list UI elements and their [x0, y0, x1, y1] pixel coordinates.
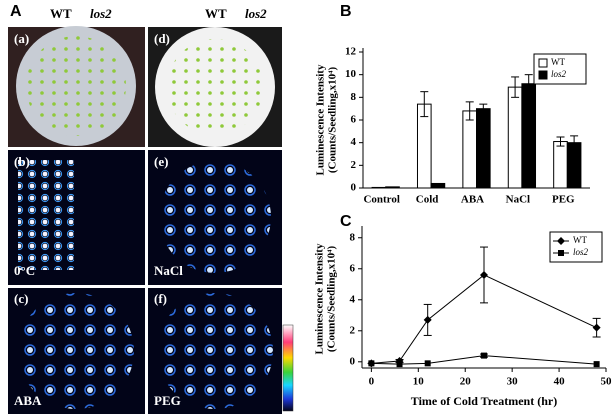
seedlings	[167, 39, 263, 135]
photo-label: (a)	[14, 31, 29, 46]
bar	[462, 110, 478, 189]
photo-condition: ABA	[14, 393, 42, 408]
column-header: WT	[50, 6, 72, 21]
x-axis-label: Time of Cold Treatment (hr)	[411, 394, 557, 408]
photo-label: (f)	[154, 291, 167, 306]
y-tick-label: 12	[345, 46, 357, 58]
column-header: los2	[245, 6, 267, 21]
photo-condition: PEG	[154, 393, 181, 408]
y-tick-label: 6	[350, 262, 356, 274]
y-tick-label: 4	[350, 293, 356, 305]
marker	[424, 360, 431, 367]
y-tick-label: 0	[351, 182, 357, 194]
y-tick-label: 6	[351, 114, 357, 126]
photo-label: (d)	[154, 31, 170, 46]
y-tick-label: 4	[351, 136, 357, 148]
bar	[553, 141, 568, 189]
legend-label: WT	[551, 57, 565, 67]
bar	[430, 182, 446, 189]
luminescence	[157, 293, 273, 409]
x-tick-label: ABA	[461, 194, 484, 206]
y-axis-label: Luminescence Intensity	[314, 243, 326, 354]
bar	[507, 86, 523, 189]
column-header: WT	[205, 6, 227, 21]
y-tick-label: 0	[350, 355, 356, 367]
y-tick-label: 10	[345, 68, 357, 80]
luminescence	[18, 293, 134, 409]
marker	[423, 315, 432, 324]
legend-swatch	[538, 70, 548, 80]
marker	[481, 352, 487, 359]
photo-grid: (a) (d) (b) 0°C (e) NaCl (c) ABA (f) PEG	[8, 26, 282, 414]
marker	[480, 270, 488, 279]
legend-label: los2	[573, 247, 589, 257]
bar	[476, 108, 491, 189]
marker	[593, 361, 600, 368]
legend-label: WT	[573, 235, 587, 245]
bar	[385, 186, 400, 189]
x-tick-label: NaCl	[506, 194, 530, 206]
y-axis-label: Luminescence Intensity	[315, 64, 327, 175]
luminescence	[159, 161, 271, 273]
y-tick-label: 2	[350, 324, 356, 336]
panel-label: C	[340, 213, 352, 230]
seedlings	[26, 36, 126, 136]
marker	[368, 360, 375, 367]
y-tick-label: 2	[351, 159, 357, 171]
x-tick-label: 0	[369, 376, 375, 388]
legend	[549, 231, 603, 263]
panel-label: B	[340, 3, 352, 20]
x-tick-label: PEG	[552, 194, 575, 206]
legend-marker	[558, 250, 564, 256]
x-tick-label: 50	[601, 376, 613, 388]
bar	[371, 186, 387, 189]
bar	[521, 83, 537, 189]
x-tick-label: 40	[554, 376, 566, 388]
y-tick-label: 8	[350, 231, 356, 243]
y-axis-label: (Counts/Seedling,x10⁴)	[326, 246, 338, 353]
marker	[592, 323, 601, 332]
photo-condition: 0°C	[14, 263, 35, 278]
luminescence	[18, 160, 74, 270]
color-scale	[282, 324, 294, 412]
marker	[396, 361, 403, 368]
column-header: los2	[90, 6, 112, 21]
x-tick-label: 30	[507, 376, 519, 388]
photo-label: (b)	[14, 154, 30, 169]
photo-condition: NaCl	[154, 263, 183, 278]
legend-label: los2	[551, 69, 567, 79]
photo-label: (e)	[154, 154, 168, 169]
x-tick-label: 20	[460, 376, 472, 388]
y-tick-label: 8	[351, 91, 357, 103]
x-tick-label: Control	[363, 194, 399, 206]
y-axis-label: (Counts/Seedling,x10⁴)	[327, 67, 339, 174]
legend-swatch	[538, 58, 548, 68]
x-tick-label: 10	[413, 376, 425, 388]
panel-label: A	[10, 3, 22, 20]
photo-label: (c)	[14, 291, 28, 306]
legend-marker	[557, 237, 565, 245]
x-tick-label: Cold	[416, 194, 439, 206]
